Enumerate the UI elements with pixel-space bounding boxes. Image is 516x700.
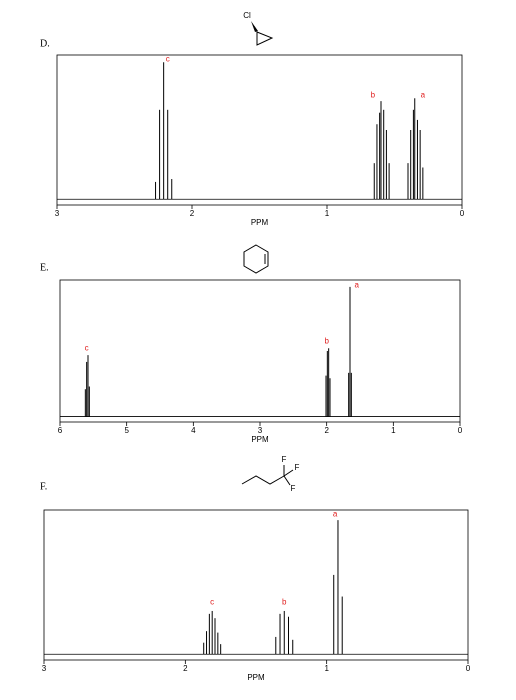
- x-axis-label: PPM: [251, 435, 269, 444]
- atom-label: F: [282, 455, 287, 464]
- peak-label: b: [324, 337, 329, 346]
- panel-label: F.: [40, 481, 47, 492]
- panel-label: E.: [40, 262, 49, 273]
- x-tick-label: 1: [324, 664, 329, 673]
- structure: Cl: [243, 11, 274, 46]
- peak-label: a: [333, 509, 338, 518]
- atom-label: F: [295, 463, 300, 472]
- peak-label: c: [166, 54, 170, 63]
- structure: [243, 244, 269, 274]
- x-tick-label: 5: [124, 426, 129, 435]
- peak-label: c: [210, 597, 214, 606]
- x-tick-label: 0: [466, 664, 471, 673]
- x-tick-label: 3: [258, 426, 263, 435]
- peak-label: a: [421, 90, 426, 99]
- x-tick-label: 4: [191, 426, 196, 435]
- x-tick-label: 3: [42, 664, 47, 673]
- plot-frame: [59, 279, 461, 423]
- peak-label: a: [354, 281, 359, 290]
- x-tick-label: 3: [55, 209, 60, 218]
- x-axis-label: PPM: [247, 673, 265, 682]
- x-tick-label: 0: [460, 209, 465, 218]
- plot-frame: [43, 509, 469, 661]
- x-tick-label: 2: [183, 664, 188, 673]
- peak-label: b: [282, 597, 287, 606]
- atom-label: Cl: [243, 11, 251, 20]
- x-tick-label: 1: [325, 209, 330, 218]
- x-tick-label: 6: [58, 426, 63, 435]
- x-tick-label: 1: [391, 426, 396, 435]
- x-tick-label: 0: [458, 426, 463, 435]
- x-tick-label: 2: [190, 209, 195, 218]
- panel-label: D.: [40, 38, 50, 49]
- peak-label: c: [85, 343, 89, 352]
- structure: F F F: [241, 455, 300, 493]
- peak-label: b: [371, 90, 376, 99]
- x-axis-label: PPM: [251, 218, 269, 227]
- x-tick-label: 2: [324, 426, 329, 435]
- atom-label: F: [291, 484, 296, 493]
- plot-frame: [56, 54, 463, 206]
